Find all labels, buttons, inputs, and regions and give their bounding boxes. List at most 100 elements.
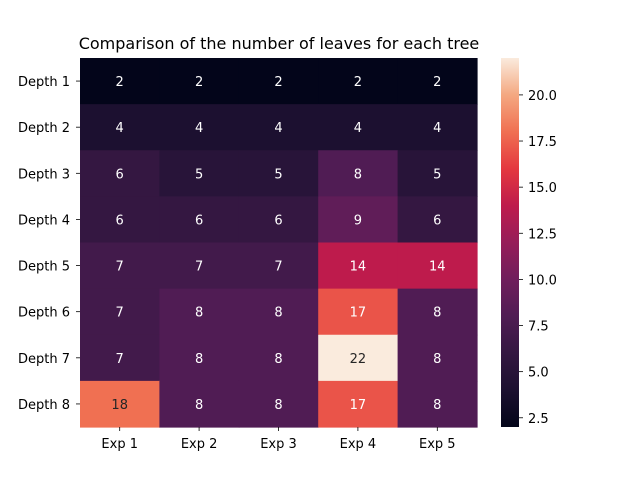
cell-value-label-r8-c2: 8 — [195, 398, 203, 413]
x-tick-label-4: Exp 4 — [340, 437, 377, 452]
y-tick-label-3: Depth 3 — [18, 167, 70, 182]
cell-value-label-r4-c2: 6 — [195, 213, 203, 228]
heatmap-cell-r8-c4 — [318, 380, 399, 428]
heatmap-cell-r2-c1 — [80, 104, 160, 151]
heatmap-cells: 2 2 2 2 24 4 4 4 46 5 5 8 56 6 6 9 67 7 7 14 147 8 8 17 87 8 8 22 81… — [80, 58, 478, 428]
heatmap-cell-r2-c5 — [397, 104, 478, 151]
heatmap-cell-r4-c3 — [238, 196, 319, 244]
cell-value-label-r4-c3: 6 — [274, 213, 282, 228]
cell-value-label-r7-c5: 8 — [433, 352, 441, 367]
heatmap-cell-r5-c4 — [318, 242, 399, 290]
cell-value-label-r5-c3: 7 — [274, 260, 282, 275]
cell-value-label-r1-c5: 2 — [433, 75, 441, 90]
cell-value-label-r3-c1: 6 — [116, 167, 124, 182]
heatmap-cell-r6-c5 — [397, 288, 478, 336]
cell-value-label-r6-c3: 8 — [274, 306, 282, 321]
y-tick-label-5: Depth 5 — [18, 260, 70, 275]
colorbar-tick-label-3: 7.5 — [528, 320, 549, 335]
colorbar-tick-label-6: 15.0 — [528, 181, 557, 196]
heatmap-cell-r8-c3 — [238, 380, 319, 428]
cell-value-label-r6-c5: 8 — [433, 306, 441, 321]
cell-value-label-r3-c4: 8 — [354, 167, 362, 182]
cell-value-label-r8-c5: 8 — [433, 398, 441, 413]
heatmap-cell-r8-c5 — [397, 380, 478, 428]
cell-value-label-r3-c2: 5 — [195, 167, 203, 182]
cell-value-label-r5-c4: 14 — [350, 260, 367, 275]
heatmap-cell-r4-c1 — [80, 196, 160, 244]
heatmap-cell-r3-c1 — [80, 150, 160, 197]
cell-value-label-r7-c2: 8 — [195, 352, 203, 367]
y-tick-label-2: Depth 2 — [18, 121, 70, 136]
cell-value-label-r5-c1: 7 — [116, 260, 124, 275]
y-tick-label-7: Depth 7 — [18, 352, 70, 367]
colorbar-tick-label-5: 12.5 — [528, 227, 557, 242]
cell-value-label-r7-c4: 22 — [350, 352, 367, 367]
x-tick-label-2: Exp 2 — [181, 437, 218, 452]
heatmap-cell-r2-c4 — [318, 104, 399, 151]
cell-value-label-r2-c1: 4 — [116, 121, 124, 136]
x-tick-label-5: Exp 5 — [419, 437, 456, 452]
heatmap-cell-r5-c5 — [397, 242, 478, 290]
heatmap-cell-r5-c2 — [159, 242, 240, 290]
cell-value-label-r5-c2: 7 — [195, 260, 203, 275]
cell-value-label-r6-c2: 8 — [195, 306, 203, 321]
heatmap-cell-r4-c4 — [318, 196, 399, 244]
heatmap-cell-r5-c1 — [80, 242, 160, 290]
x-tick-label-3: Exp 3 — [260, 437, 297, 452]
colorbar-gradient — [501, 58, 519, 427]
cell-value-label-r5-c5: 14 — [429, 260, 446, 275]
colorbar-tick-label-1: 2.5 — [528, 412, 549, 427]
cell-value-label-r4-c5: 6 — [433, 213, 441, 228]
heatmap-cell-r7-c5 — [397, 334, 478, 382]
heatmap-cell-r7-c4 — [318, 334, 399, 382]
heatmap-cell-r4-c2 — [159, 196, 240, 244]
cell-value-label-r1-c4: 2 — [354, 75, 362, 90]
cell-value-label-r4-c1: 6 — [116, 213, 124, 228]
colorbar-tick-label-8: 20.0 — [528, 89, 557, 104]
heatmap-cell-r8-c2 — [159, 380, 240, 428]
cell-value-label-r8-c3: 8 — [274, 398, 282, 413]
heatmap-cell-r7-c1 — [80, 334, 160, 382]
cell-value-label-r8-c4: 17 — [350, 398, 367, 413]
heatmap-cell-r1-c2 — [159, 58, 240, 105]
heatmap-cell-r7-c2 — [159, 334, 240, 382]
heatmap-cell-r1-c3 — [238, 58, 319, 105]
colorbar: 2.5 5.0 7.5 10.0 12.5 15.0 17.5 20.0 — [501, 58, 557, 427]
heatmap-cell-r1-c5 — [397, 58, 478, 105]
cell-value-label-r2-c3: 4 — [274, 121, 282, 136]
heatmap-cell-r3-c3 — [238, 150, 319, 197]
heatmap-cell-r6-c1 — [80, 288, 160, 336]
cell-value-label-r2-c5: 4 — [433, 121, 441, 136]
cell-value-label-r3-c3: 5 — [274, 167, 282, 182]
cell-value-label-r1-c2: 2 — [195, 75, 203, 90]
x-tick-labels: Exp 1 Exp 2 Exp 3 Exp 4 Exp 5 — [101, 427, 456, 452]
cell-value-label-r1-c3: 2 — [274, 75, 282, 90]
cell-value-label-r8-c1: 18 — [111, 398, 128, 413]
colorbar-tick-label-4: 10.0 — [528, 273, 557, 288]
cell-value-label-r4-c4: 9 — [354, 213, 362, 228]
y-tick-label-1: Depth 1 — [18, 75, 70, 90]
heatmap-cell-r6-c3 — [238, 288, 319, 336]
cell-value-label-r7-c1: 7 — [116, 352, 124, 367]
y-tick-label-8: Depth 8 — [18, 398, 70, 413]
x-tick-label-1: Exp 1 — [101, 437, 138, 452]
heatmap-cell-r4-c5 — [397, 196, 478, 244]
cell-value-label-r7-c3: 8 — [274, 352, 282, 367]
heatmap-cell-r1-c4 — [318, 58, 399, 105]
heatmap-cell-r3-c5 — [397, 150, 478, 197]
heatmap-cell-r2-c2 — [159, 104, 240, 151]
y-tick-labels: Depth 1 Depth 2 Depth 3 Depth 4 Depth 5 Depth… — [18, 75, 80, 413]
heatmap-cell-r3-c4 — [318, 150, 399, 197]
cell-value-label-r1-c1: 2 — [116, 75, 124, 90]
heatmap-cell-r5-c3 — [238, 242, 319, 290]
cell-value-label-r3-c5: 5 — [433, 167, 441, 182]
colorbar-tick-label-7: 17.5 — [528, 135, 557, 150]
chart-title: Comparison of the number of leaves for e… — [79, 34, 480, 53]
colorbar-tick-label-2: 5.0 — [528, 366, 549, 381]
heatmap-cell-r2-c3 — [238, 104, 319, 151]
heatmap-cell-r6-c4 — [318, 288, 399, 336]
cell-value-label-r6-c4: 17 — [350, 306, 367, 321]
heatmap-cell-r6-c2 — [159, 288, 240, 336]
